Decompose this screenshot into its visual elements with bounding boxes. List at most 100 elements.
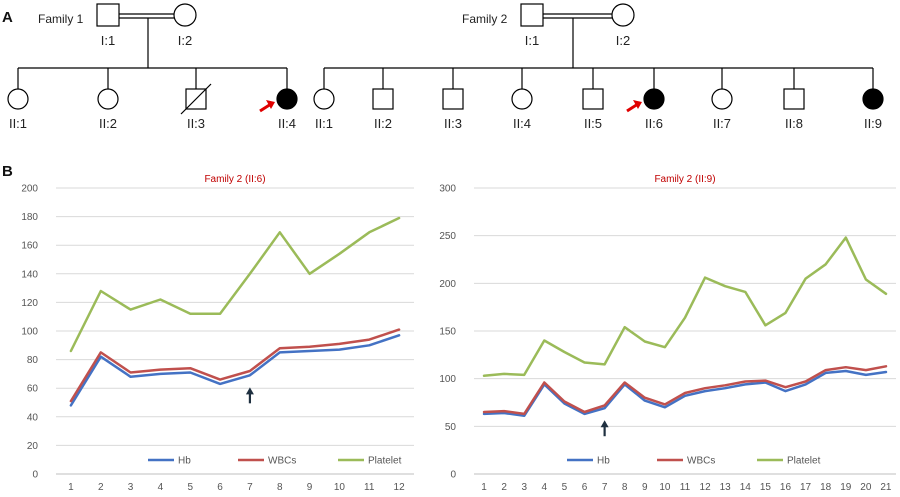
y-tick-label: 100: [21, 327, 38, 338]
female-symbol: [173, 3, 197, 27]
y-tick-label: 20: [27, 441, 39, 452]
series-line-hb: [482, 369, 888, 418]
x-tick-label: 6: [217, 482, 223, 493]
x-tick-label: 10: [659, 482, 671, 493]
male-symbol: [520, 3, 544, 27]
x-tick-label: 16: [780, 482, 792, 493]
male-symbol: [372, 88, 394, 110]
y-tick-label: 40: [27, 412, 39, 423]
child-label: II:9: [864, 116, 882, 131]
x-tick-label: 4: [158, 482, 164, 493]
x-tick-label: 12: [700, 482, 712, 493]
y-tick-label: 50: [445, 422, 457, 433]
panel-label-a: A: [2, 9, 13, 26]
legend-label: Platelet: [787, 456, 821, 467]
x-tick-label: 1: [481, 482, 487, 493]
x-tick-label: 3: [128, 482, 134, 493]
y-tick-label: 60: [27, 384, 39, 395]
female-symbol: [97, 88, 119, 110]
male-symbol: [96, 3, 120, 27]
series-line-hb: [69, 334, 401, 407]
x-tick-label: 12: [394, 482, 406, 493]
x-tick-label: 9: [307, 482, 313, 493]
male-symbol: [582, 88, 604, 110]
child-label: II:3: [444, 116, 462, 131]
y-tick-label: 80: [27, 355, 39, 366]
female-symbol: [7, 88, 29, 110]
female-symbol: [643, 88, 665, 110]
female-symbol: [313, 88, 335, 110]
legend-label: Platelet: [368, 456, 402, 467]
x-tick-label: 8: [622, 482, 628, 493]
pedigree-panel: Family 1 I:1 I:2 II:1 II:2 II:3 II:4 Family 2 I:…: [7, 3, 884, 131]
chart-title: Family 2 (II:9): [654, 174, 715, 185]
legend-label: Hb: [597, 456, 610, 467]
x-tick-label: 2: [501, 482, 507, 493]
chart-1: Family 2 (II:6) 0 20 40 60 80 100 120 140 160 180 2…: [21, 174, 414, 493]
x-tick-label: 4: [542, 482, 548, 493]
child-label: II:2: [374, 116, 392, 131]
event-marker-arrow: [245, 387, 254, 404]
x-tick-label: 10: [334, 482, 346, 493]
male-symbol: [442, 88, 464, 110]
x-tick-label: 11: [680, 482, 691, 493]
female-symbol: [711, 88, 733, 110]
proband-arrow: [259, 100, 275, 113]
y-tick-label: 200: [21, 184, 38, 195]
family-label: Family 2: [462, 12, 508, 26]
female-symbol: [511, 88, 533, 110]
parent-label: I:1: [101, 33, 115, 48]
parent-label: I:2: [178, 33, 192, 48]
x-tick-label: 7: [602, 482, 608, 493]
pedigree-family-2: Family 2 I:1 I:2 II:1 II:2 II:3 II:4 II:5 II:6 II…: [313, 3, 884, 131]
proband-arrow-head: [633, 100, 642, 109]
panel-label-b: B: [2, 163, 13, 180]
x-tick-label: 14: [740, 482, 752, 493]
pedigree-family-1: Family 1 I:1 I:2 II:1 II:2 II:3 II:4: [7, 3, 298, 131]
y-tick-label: 150: [439, 327, 456, 338]
child-label: II:7: [713, 116, 731, 131]
y-tick-label: 300: [439, 184, 456, 195]
x-tick-label: 21: [880, 482, 892, 493]
legend-label: Hb: [178, 456, 191, 467]
series-line-wbcs: [69, 328, 401, 403]
family-label: Family 1: [38, 12, 84, 26]
child-label: II:6: [645, 116, 663, 131]
y-tick-label: 160: [21, 241, 38, 252]
x-tick-label: 1: [68, 482, 74, 493]
x-tick-label: 9: [642, 482, 648, 493]
y-tick-label: 140: [21, 269, 38, 280]
x-tick-label: 7: [247, 482, 253, 493]
y-tick-label: 0: [450, 470, 456, 481]
child-label: II:4: [513, 116, 531, 131]
x-tick-label: 13: [720, 482, 732, 493]
x-tick-label: 5: [562, 482, 568, 493]
legend-label: WBCs: [687, 456, 715, 467]
child-label: II:5: [584, 116, 602, 131]
chart-legend: Hb WBCs Platelet: [148, 456, 402, 467]
series-line-platelet: [482, 236, 888, 378]
female-symbol: [862, 88, 884, 110]
x-tick-label: 3: [521, 482, 527, 493]
event-marker-head: [600, 420, 609, 428]
y-tick-label: 100: [439, 374, 456, 385]
charts-panel: Family 2 (II:6)0204060801001201401601802…: [21, 174, 896, 493]
x-tick-label: 8: [277, 482, 283, 493]
y-tick-label: 250: [439, 231, 456, 242]
proband-arrow-head: [266, 100, 275, 109]
child-label: II:4: [278, 116, 296, 131]
x-tick-label: 15: [760, 482, 772, 493]
y-tick-label: 120: [21, 298, 38, 309]
x-tick-label: 5: [187, 482, 193, 493]
event-marker-head: [245, 387, 254, 395]
x-tick-label: 6: [582, 482, 588, 493]
x-tick-label: 20: [860, 482, 872, 493]
y-tick-label: 0: [32, 470, 38, 481]
deceased-slash: [180, 83, 212, 115]
series-line-wbcs: [482, 365, 888, 416]
y-tick-label: 200: [439, 279, 456, 290]
x-tick-label: 18: [820, 482, 832, 493]
child-label: II:8: [785, 116, 803, 131]
x-tick-label: 11: [364, 482, 375, 493]
